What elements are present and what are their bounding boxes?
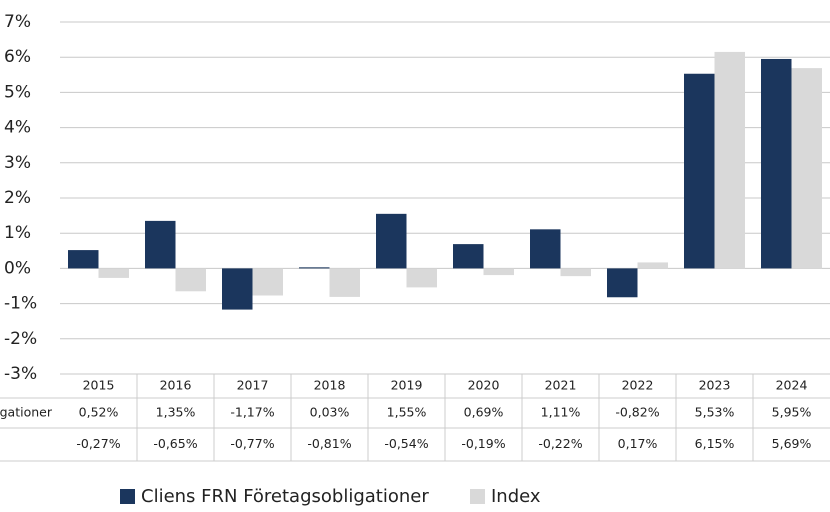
table-cell: -0,81% [307,436,351,451]
bar [252,268,283,296]
bar [68,250,99,269]
table-cell: 5,69% [772,436,812,451]
table-cell: -0,65% [153,436,197,451]
legend-label: Cliens FRN Företagsobligationer [141,486,429,507]
bar [222,268,253,310]
bar [98,268,129,278]
bar [453,244,484,269]
table-header: 2015 [83,378,115,393]
table-cell: 1,11% [541,405,581,420]
legend-swatch [120,489,135,504]
y-tick-label: 1% [4,223,31,243]
table-cell: -0,27% [76,436,120,451]
table-cell: -1,17% [230,405,274,420]
table-header: 2016 [160,378,192,393]
y-tick-label: 0% [4,258,31,278]
table-cell: 5,95% [772,405,812,420]
bar [406,268,437,288]
table-cell: 1,55% [387,405,427,420]
table-header: 2019 [391,378,423,393]
y-tick-label: -3% [4,364,37,384]
table-cell: -0,82% [615,405,659,420]
table-cell: 0,69% [464,405,504,420]
table-cell: -0,19% [461,436,505,451]
table-cell: -0,22% [538,436,582,451]
y-tick-label: -2% [4,329,37,349]
table-header: 2021 [545,378,577,393]
table-cell: 1,35% [156,405,196,420]
bar [376,213,407,269]
table-header: 2024 [776,378,808,393]
table-header: 2022 [622,378,654,393]
bar [530,229,561,269]
bar [637,262,668,269]
table-cell: 6,15% [695,436,735,451]
table-cell: -0,54% [384,436,428,451]
table-cell: 0,03% [310,405,350,420]
y-tick-label: -1% [4,294,37,314]
bar [791,68,822,269]
table-header: 2018 [314,378,346,393]
y-tick-label: 3% [4,153,31,173]
bar [560,268,591,277]
bar [299,267,330,269]
y-tick-label: 4% [4,118,31,138]
table-cell: 0,52% [79,405,119,420]
table-header: 2017 [237,378,269,393]
bar [684,73,715,269]
table-cell: 0,17% [618,436,658,451]
table-cell: 5,53% [695,405,735,420]
y-tick-label: 6% [4,47,31,67]
table-header: 2023 [699,378,731,393]
legend-label: Index [491,486,541,507]
bar [607,268,638,298]
row-label: Cliens FRN Företagsobligationer [0,405,53,420]
table-header: 2020 [468,378,500,393]
table-cell: -0,77% [230,436,274,451]
bar [329,268,360,297]
legend-swatch [470,489,485,504]
bar [761,58,792,269]
bar [483,268,514,276]
y-tick-label: 5% [4,82,31,102]
bar [714,51,745,269]
y-tick-label: 7% [4,12,31,32]
bar [175,268,206,292]
y-tick-label: 2% [4,188,31,208]
bar [145,220,176,269]
